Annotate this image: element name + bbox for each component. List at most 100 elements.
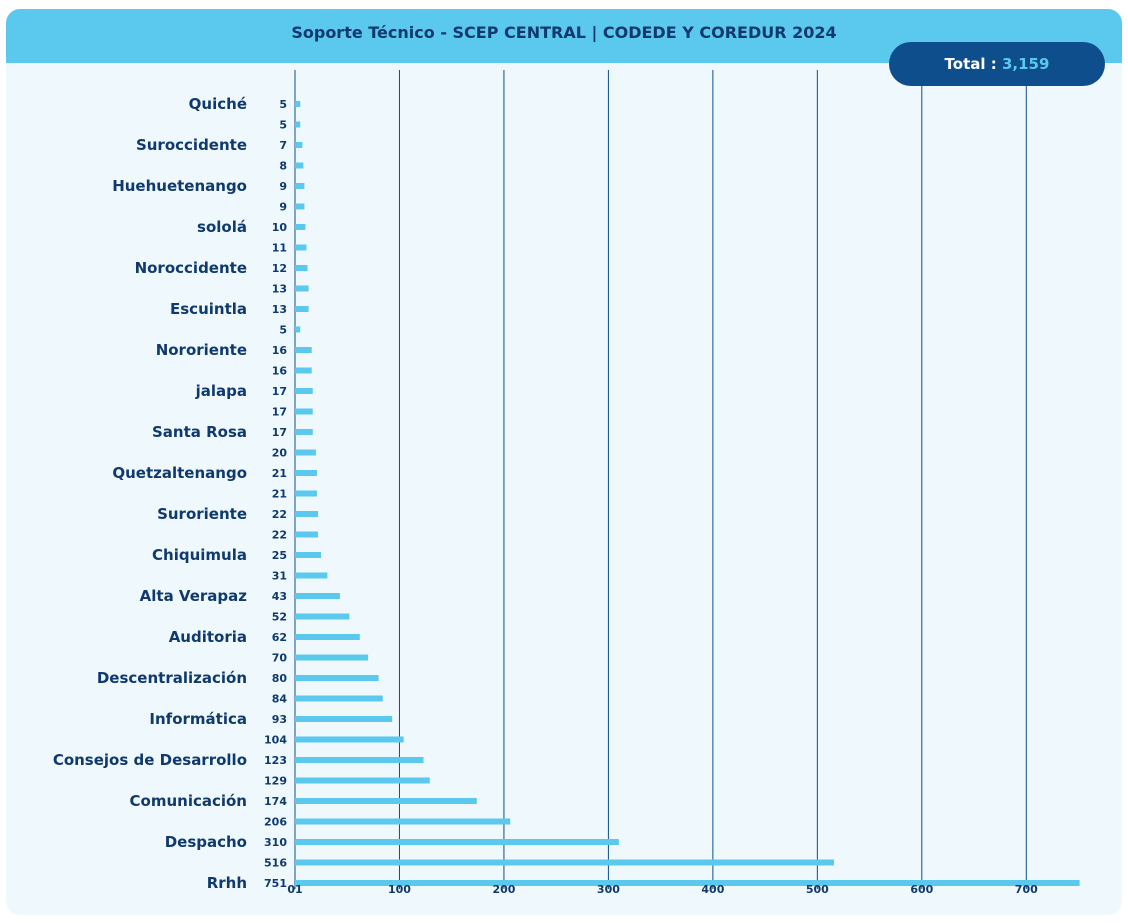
bar xyxy=(295,634,360,640)
value-label: 7 xyxy=(279,139,287,152)
chart-title: Soporte Técnico - SCEP CENTRAL | CODEDE … xyxy=(291,23,837,42)
category-label: Descentralización xyxy=(97,669,247,687)
x-tick-label: 100 xyxy=(388,883,411,896)
bar xyxy=(295,121,301,128)
bar xyxy=(295,183,305,189)
x-tick-label: 500 xyxy=(806,883,829,896)
x-tick-label: 700 xyxy=(1015,883,1038,896)
bar xyxy=(295,531,318,538)
bar xyxy=(295,429,313,435)
value-label: 12 xyxy=(272,262,287,275)
value-label: 93 xyxy=(272,713,287,726)
category-label: Suroccidente xyxy=(136,136,247,154)
value-label: 17 xyxy=(272,406,287,419)
category-label: Auditoria xyxy=(169,628,247,646)
value-label: 70 xyxy=(272,652,288,665)
bar xyxy=(295,449,316,456)
bar xyxy=(295,388,313,394)
chart-card: Soporte Técnico - SCEP CENTRAL | CODEDE … xyxy=(6,9,1122,915)
bar xyxy=(295,613,350,620)
bar xyxy=(295,716,393,722)
bar xyxy=(295,757,424,763)
value-label: 174 xyxy=(264,795,287,808)
bar xyxy=(295,695,383,702)
bar xyxy=(295,552,322,558)
value-label: 11 xyxy=(272,242,287,255)
value-label: 5 xyxy=(279,324,287,337)
category-label: Alta Verapaz xyxy=(140,587,248,605)
total-value: 3,159 xyxy=(1001,55,1050,73)
value-label: 17 xyxy=(272,385,287,398)
value-label: 80 xyxy=(272,672,288,685)
value-label: 751 xyxy=(264,877,287,890)
category-label: Quetzaltenango xyxy=(112,464,247,482)
value-label: 21 xyxy=(272,467,287,480)
total-badge: Total : 3,159 xyxy=(889,42,1105,86)
value-label: 22 xyxy=(272,529,287,542)
bar xyxy=(295,818,511,825)
value-label: 25 xyxy=(272,549,287,562)
bar xyxy=(295,511,318,517)
category-label: Suroriente xyxy=(157,505,247,523)
value-label: 104 xyxy=(264,734,287,747)
bar xyxy=(295,408,313,415)
category-label: Nororiente xyxy=(156,341,247,359)
value-label: 16 xyxy=(272,365,288,378)
value-label: 84 xyxy=(272,693,288,706)
category-label: Rrhh xyxy=(207,874,247,892)
value-label: 206 xyxy=(264,816,287,829)
bar xyxy=(295,572,328,579)
value-label: 13 xyxy=(272,303,287,316)
x-tick-label: 400 xyxy=(701,883,724,896)
bar xyxy=(295,265,308,271)
category-label: Escuintla xyxy=(170,300,247,318)
bar xyxy=(295,347,312,353)
x-tick-label: 01 xyxy=(287,883,302,896)
value-label: 9 xyxy=(279,180,287,193)
value-label: 310 xyxy=(264,836,287,849)
value-label: 129 xyxy=(264,775,287,788)
value-label: 21 xyxy=(272,488,287,501)
bar xyxy=(295,367,312,374)
bar xyxy=(295,490,317,497)
value-label: 16 xyxy=(272,344,288,357)
bar xyxy=(295,880,1080,886)
bar xyxy=(295,224,306,230)
chart-header: Soporte Técnico - SCEP CENTRAL | CODEDE … xyxy=(6,9,1122,63)
category-label: jalapa xyxy=(195,382,247,400)
category-label: Informática xyxy=(149,710,247,728)
value-label: 22 xyxy=(272,508,287,521)
category-label: sololá xyxy=(197,218,247,236)
bar xyxy=(295,285,309,292)
bar xyxy=(295,798,477,804)
bar xyxy=(295,203,305,210)
x-tick-label: 200 xyxy=(492,883,515,896)
value-label: 123 xyxy=(264,754,287,767)
value-label: 5 xyxy=(279,119,287,132)
bar xyxy=(295,162,304,169)
value-label: 20 xyxy=(272,447,288,460)
bar xyxy=(295,470,317,476)
total-label: Total : xyxy=(944,55,997,73)
bar xyxy=(295,675,379,681)
bar xyxy=(295,859,835,866)
value-label: 9 xyxy=(279,201,287,214)
category-label: Santa Rosa xyxy=(152,423,247,441)
value-label: 13 xyxy=(272,283,287,296)
category-label: Despacho xyxy=(165,833,247,851)
bar xyxy=(295,777,430,784)
x-tick-label: 600 xyxy=(910,883,933,896)
bar xyxy=(295,593,340,599)
value-label: 52 xyxy=(272,611,287,624)
bar xyxy=(295,244,307,251)
bar xyxy=(295,839,619,845)
value-label: 62 xyxy=(272,631,287,644)
value-label: 17 xyxy=(272,426,287,439)
category-label: Noroccidente xyxy=(135,259,247,277)
category-label: Huehuetenango xyxy=(112,177,247,195)
bar xyxy=(295,306,309,312)
value-label: 31 xyxy=(272,570,287,583)
bar xyxy=(295,326,301,333)
value-label: 43 xyxy=(272,590,287,603)
bar xyxy=(295,101,301,107)
